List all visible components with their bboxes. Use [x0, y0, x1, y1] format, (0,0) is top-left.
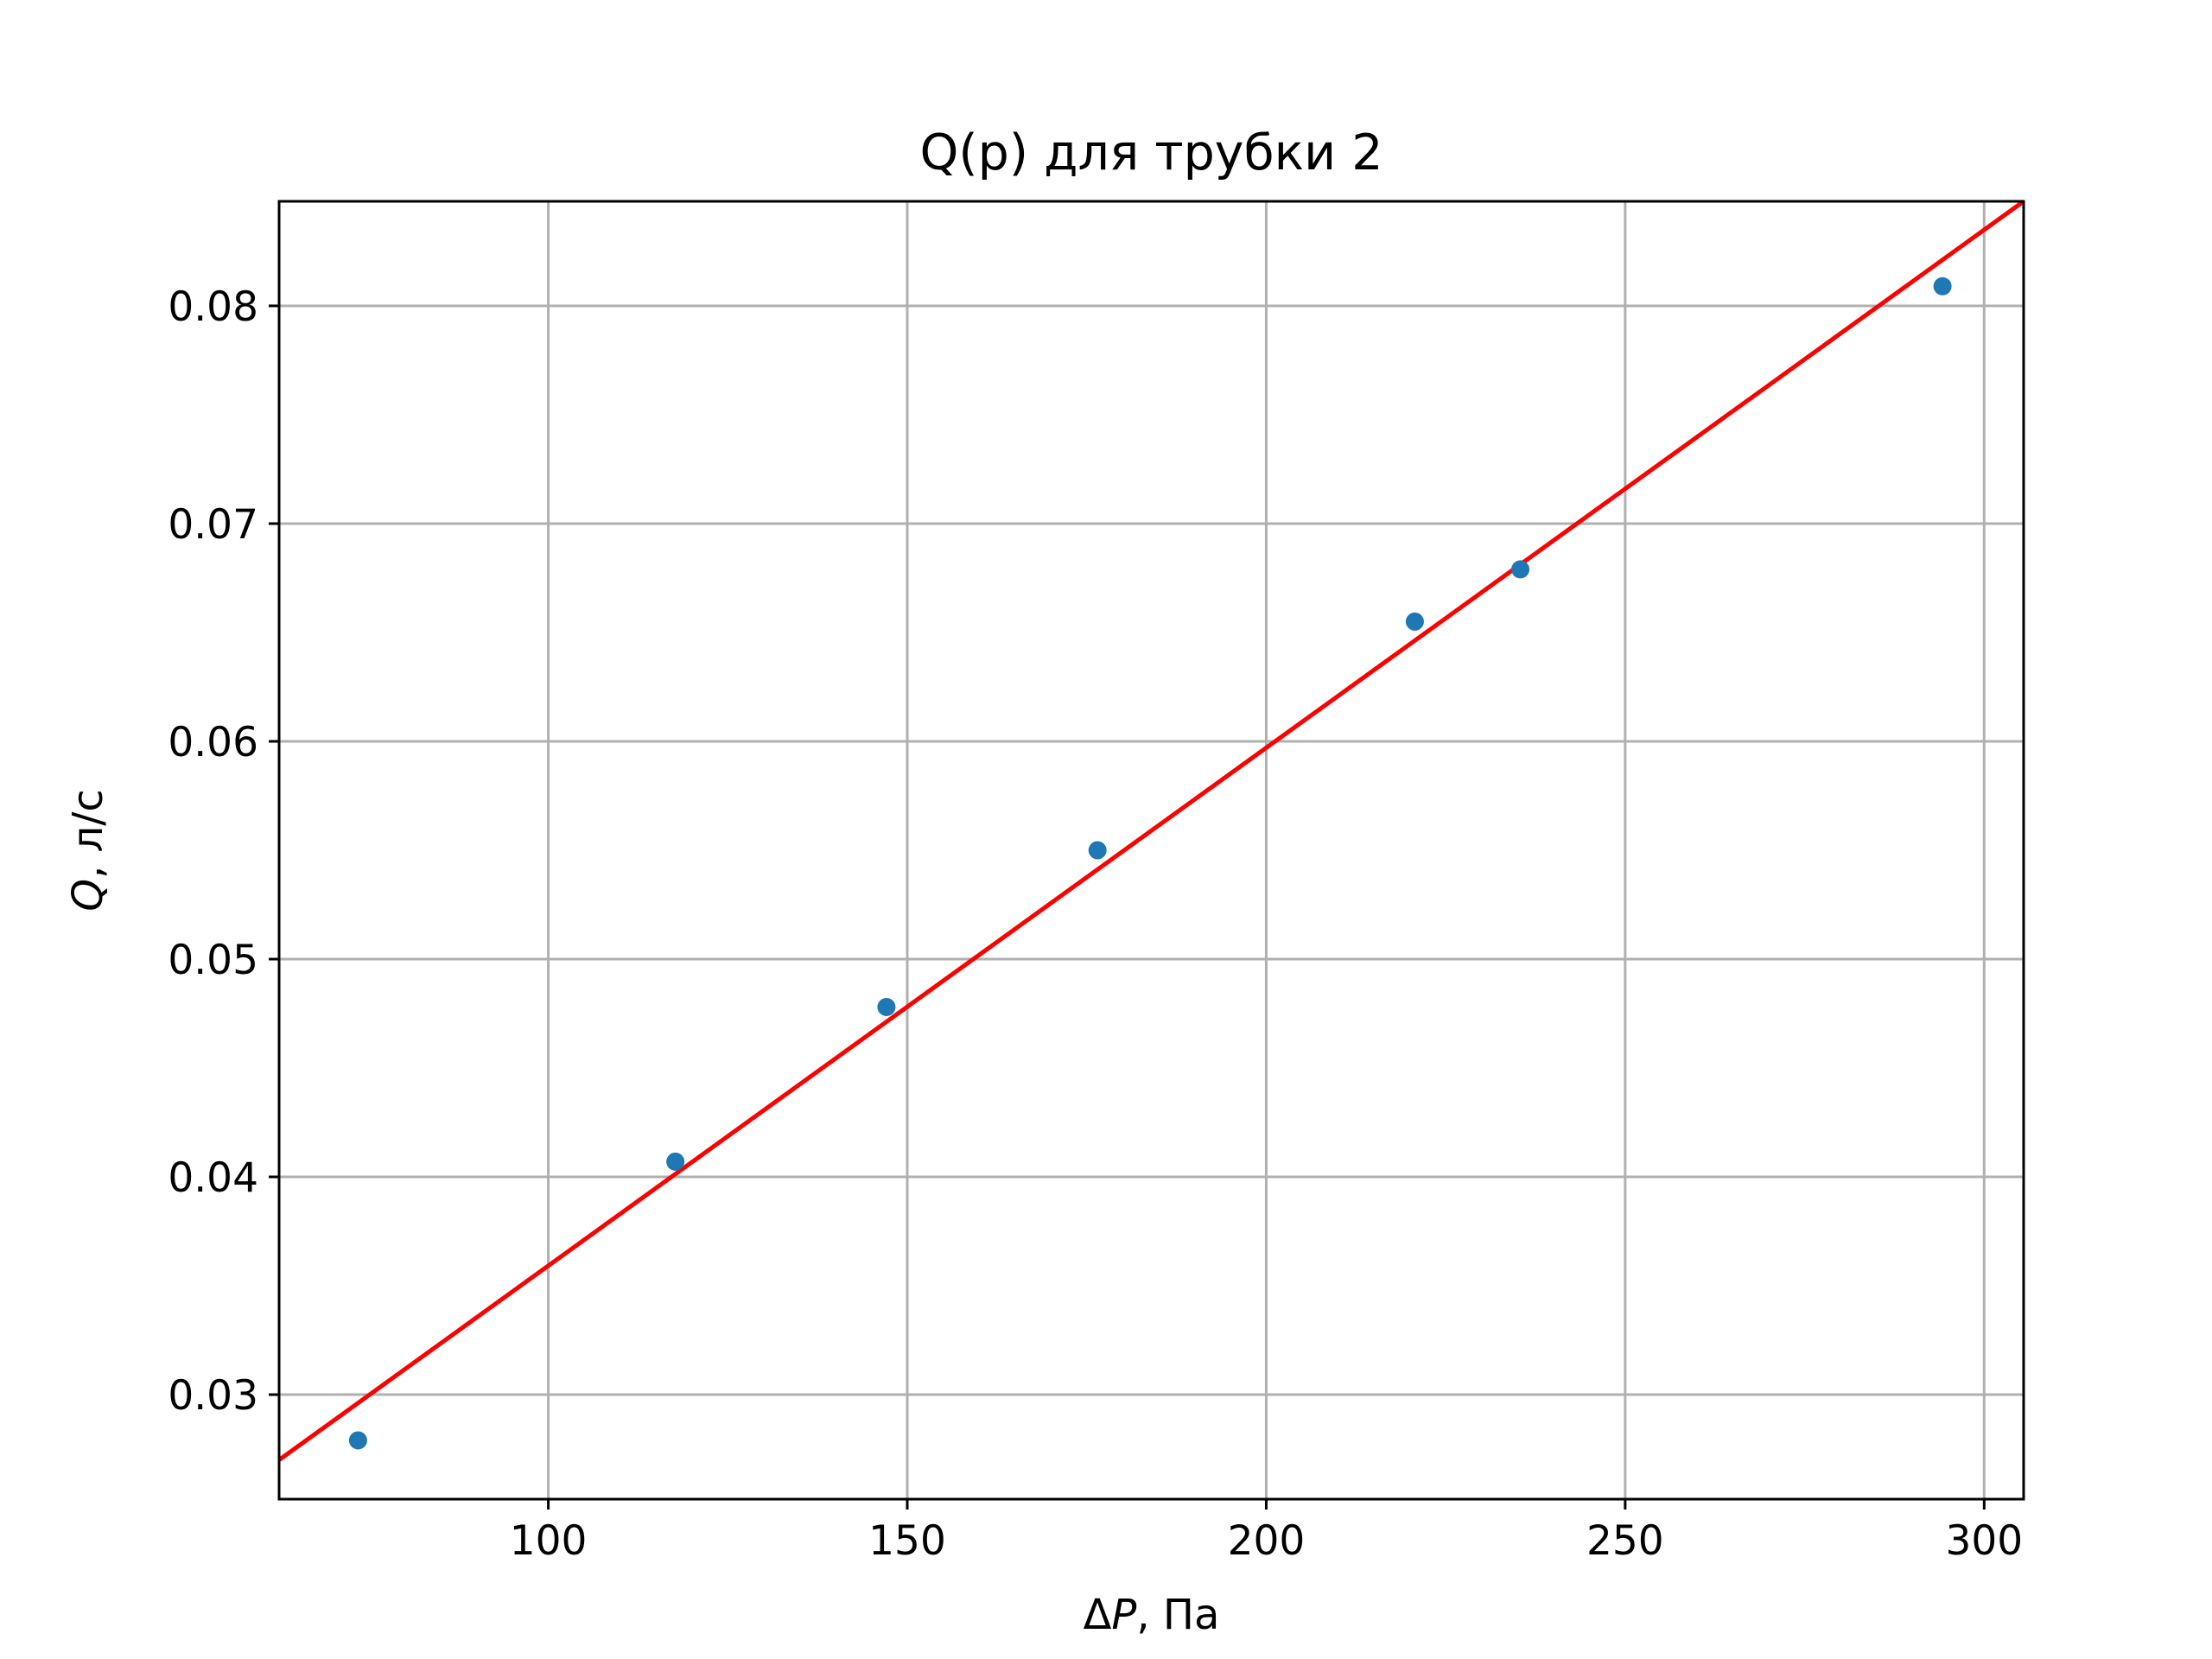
- y-tick-label: 0.07: [168, 501, 258, 549]
- fit-line: [279, 201, 2024, 1462]
- data-point: [1405, 612, 1424, 631]
- data-point: [1511, 560, 1530, 579]
- y-axis-label-unit: , л/с: [64, 789, 112, 879]
- y-tick-label: 0.08: [168, 283, 258, 331]
- plot-area: [279, 201, 2024, 1462]
- ticks: 100 150 200 250 300 0.03 0.04 0.05 0.06 0.07 0.08: [168, 283, 2023, 1565]
- x-axis-label-delta: Δ: [1084, 1591, 1112, 1639]
- y-tick-label: 0.03: [168, 1372, 258, 1420]
- axes-frame: [277, 200, 2025, 1501]
- data-point: [1933, 276, 1952, 296]
- data-point: [1088, 841, 1107, 860]
- data-point: [666, 1152, 685, 1171]
- data-point: [348, 1431, 367, 1450]
- x-axis-label-unit: , Па: [1136, 1591, 1219, 1639]
- x-tick-label: 100: [510, 1517, 588, 1565]
- y-axis-label: Q, л/с: [64, 789, 112, 912]
- data-point: [877, 997, 896, 1016]
- x-tick-label: 250: [1586, 1517, 1664, 1565]
- x-tick-label: 300: [1945, 1517, 2023, 1565]
- y-axis-label-var: Q: [64, 879, 112, 912]
- grid: [279, 201, 2024, 1499]
- y-tick-label: 0.06: [168, 719, 258, 766]
- chart-title: Q(p) для трубки 2: [919, 124, 1382, 181]
- y-tick-label: 0.04: [168, 1154, 258, 1202]
- x-axis-label: ΔP, Па: [1084, 1591, 1220, 1639]
- x-tick-label: 150: [868, 1517, 946, 1565]
- x-tick-label: 200: [1228, 1517, 1306, 1565]
- x-axis-label-var: P: [1111, 1591, 1136, 1639]
- y-tick-label: 0.05: [168, 937, 258, 984]
